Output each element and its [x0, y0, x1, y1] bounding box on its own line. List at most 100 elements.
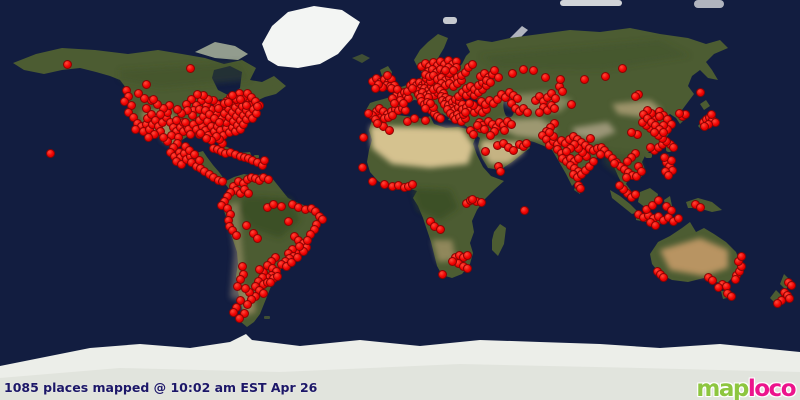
map-marker	[214, 117, 224, 127]
map-marker	[506, 119, 516, 129]
map-marker	[626, 127, 636, 137]
map-marker	[155, 109, 165, 119]
map-marker	[370, 83, 380, 93]
map-marker	[187, 110, 197, 120]
map-marker	[480, 146, 490, 156]
map-marker	[258, 288, 268, 298]
map-marker	[507, 68, 517, 78]
map-marker	[294, 241, 304, 251]
terrain-shading	[120, 40, 728, 316]
map-marker	[555, 74, 565, 84]
map-marker	[45, 148, 55, 158]
map-marker	[358, 132, 368, 142]
map-marker	[389, 98, 399, 108]
map-marker	[668, 142, 678, 152]
map-marker	[631, 171, 641, 181]
map-marker	[485, 130, 495, 140]
map-marker	[243, 188, 253, 198]
logo-loco-text: loco	[747, 376, 797, 400]
map-marker	[476, 197, 486, 207]
map-marker	[566, 99, 576, 109]
map-marker	[630, 91, 640, 101]
maploco-logo[interactable]: maploco	[696, 376, 797, 400]
map-marker	[467, 194, 477, 204]
map-marker	[213, 103, 223, 113]
map-marker	[148, 94, 158, 104]
map-marker	[650, 220, 660, 230]
map-marker	[240, 283, 250, 293]
map-marker	[407, 179, 417, 189]
map-marker	[283, 216, 293, 226]
map-marker	[437, 269, 447, 279]
map-marker	[172, 104, 182, 114]
map-marker	[420, 103, 430, 113]
map-marker	[382, 70, 392, 80]
map-marker	[372, 118, 382, 128]
map-marker	[123, 107, 133, 117]
map-marker	[139, 93, 149, 103]
map-caption: 1085 places mapped @ 10:02 am EST Apr 26	[4, 380, 318, 395]
map-marker	[217, 176, 227, 186]
map-marker	[447, 256, 457, 266]
map-marker	[185, 129, 195, 139]
map-marker	[141, 103, 151, 113]
map-marker	[141, 79, 151, 89]
map-marker	[143, 132, 153, 142]
map-marker	[467, 59, 477, 69]
map-marker	[398, 98, 408, 108]
map-marker	[658, 272, 668, 282]
logo-map-text: map	[696, 376, 749, 400]
map-marker	[636, 166, 646, 176]
map-marker	[259, 155, 269, 165]
map-marker	[195, 128, 205, 138]
map-marker	[133, 88, 143, 98]
map-marker	[171, 115, 181, 125]
map-marker	[201, 133, 211, 143]
map-marker	[557, 86, 567, 96]
map-marker	[252, 233, 262, 243]
map-marker	[522, 107, 532, 117]
map-marker	[499, 125, 509, 135]
map-marker	[158, 132, 168, 142]
map-marker	[561, 146, 571, 156]
map-marker	[234, 313, 244, 323]
map-marker	[544, 127, 554, 137]
map-marker	[534, 107, 544, 117]
map-marker	[528, 65, 538, 75]
map-marker	[772, 298, 782, 308]
map-marker	[617, 63, 627, 73]
map-marker	[493, 72, 503, 82]
map-marker	[588, 156, 598, 166]
map-marker	[495, 166, 505, 176]
map-marker	[241, 220, 251, 230]
map-marker	[235, 94, 245, 104]
map-marker	[707, 275, 717, 285]
map-marker	[786, 280, 796, 290]
map-marker	[649, 127, 659, 137]
map-marker	[241, 100, 251, 110]
map-marker	[363, 108, 373, 118]
map-marker	[317, 214, 327, 224]
map-marker	[239, 308, 249, 318]
map-marker	[726, 291, 736, 301]
map-marker	[614, 180, 624, 190]
map-marker	[485, 77, 495, 87]
map-marker	[519, 205, 529, 215]
map-marker	[512, 93, 522, 103]
map-marker	[736, 251, 746, 261]
map-marker	[276, 201, 286, 211]
map-marker	[420, 115, 430, 125]
antarctica-landmass	[0, 334, 800, 400]
map-marker	[695, 202, 705, 212]
map-marker	[784, 293, 794, 303]
map-marker	[464, 98, 474, 108]
map-marker	[579, 74, 589, 84]
map-marker	[357, 162, 367, 172]
map-marker	[713, 282, 723, 292]
map-marker	[609, 158, 619, 168]
map-marker	[185, 63, 195, 73]
map-marker	[409, 113, 419, 123]
map-marker	[286, 257, 296, 267]
greenland-landmass	[262, 0, 724, 68]
